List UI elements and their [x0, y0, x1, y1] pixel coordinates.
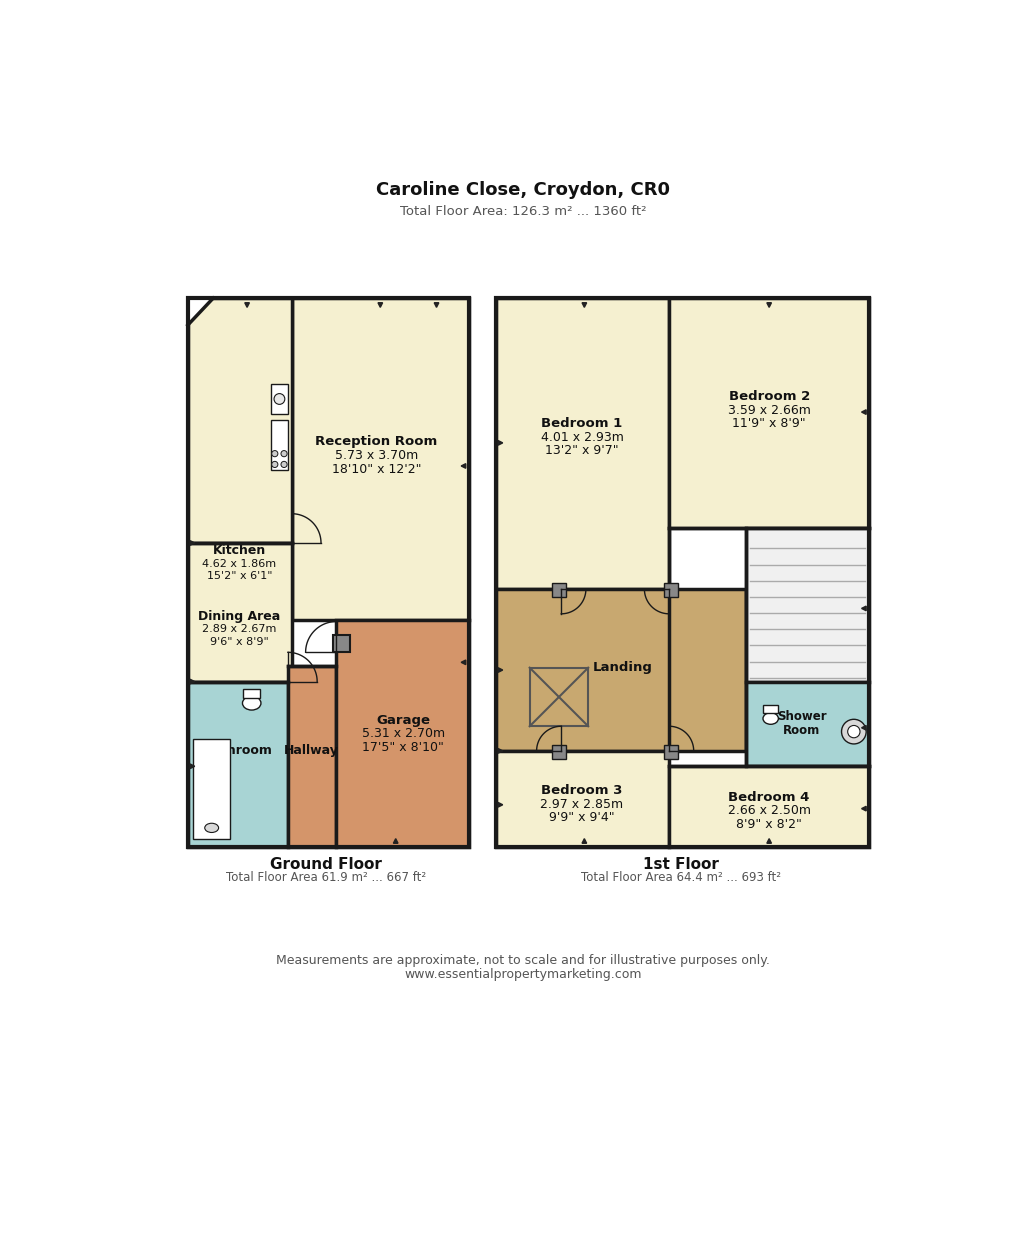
Circle shape — [280, 450, 287, 456]
Text: 2.89 x 2.67m: 2.89 x 2.67m — [202, 624, 276, 634]
Bar — [336, 620, 469, 847]
Text: Caroline Close, Croydon, CR0: Caroline Close, Croydon, CR0 — [375, 181, 669, 200]
Text: Total Floor Area: 126.3 m² ... 1360 ft²: Total Floor Area: 126.3 m² ... 1360 ft² — [399, 206, 645, 218]
Bar — [187, 298, 469, 847]
Polygon shape — [497, 803, 502, 808]
Text: Ground Floor: Ground Floor — [270, 857, 382, 872]
Text: Landing: Landing — [592, 661, 652, 674]
Text: Bathroom: Bathroom — [203, 745, 272, 757]
Bar — [529, 668, 588, 726]
Bar — [495, 589, 745, 751]
Circle shape — [271, 461, 277, 467]
Bar — [193, 740, 230, 840]
Text: www.essentialpropertymarketing.com: www.essentialpropertymarketing.com — [404, 968, 641, 980]
Text: 5.31 x 2.70m: 5.31 x 2.70m — [362, 727, 444, 741]
Text: Shower: Shower — [775, 710, 825, 724]
Text: 9'6" x 8'9": 9'6" x 8'9" — [210, 636, 268, 646]
Polygon shape — [393, 838, 397, 843]
Polygon shape — [582, 303, 586, 307]
Text: 8'9" x 8'2": 8'9" x 8'2" — [736, 817, 801, 831]
Text: Hallway: Hallway — [284, 745, 339, 757]
Bar — [663, 745, 677, 758]
Circle shape — [841, 719, 865, 743]
Text: 5.73 x 3.70m: 5.73 x 3.70m — [334, 450, 418, 462]
Bar — [745, 682, 868, 766]
Text: 15'2" x 6'1": 15'2" x 6'1" — [207, 571, 272, 581]
Polygon shape — [461, 464, 466, 469]
Text: Reception Room: Reception Room — [315, 435, 437, 448]
Ellipse shape — [762, 713, 777, 724]
Text: Bedroom 3: Bedroom 3 — [541, 784, 623, 798]
Bar — [762, 705, 777, 713]
Text: Measurements are approximate, not to scale and for illustrative purposes only.: Measurements are approximate, not to sca… — [275, 954, 769, 967]
Text: Dining Area: Dining Area — [198, 609, 280, 623]
Polygon shape — [766, 303, 770, 307]
Polygon shape — [582, 838, 586, 843]
Polygon shape — [190, 540, 195, 545]
Text: Total Floor Area 61.9 m² ... 667 ft²: Total Floor Area 61.9 m² ... 667 ft² — [226, 872, 426, 884]
Text: 18'10" x 12'2": 18'10" x 12'2" — [331, 462, 421, 476]
Polygon shape — [378, 303, 382, 307]
Bar — [495, 751, 668, 847]
Circle shape — [847, 725, 859, 737]
Polygon shape — [861, 409, 865, 414]
Polygon shape — [245, 303, 250, 307]
Bar — [668, 766, 868, 847]
Text: Bedroom 1: Bedroom 1 — [541, 417, 622, 430]
Text: 4.01 x 2.93m: 4.01 x 2.93m — [540, 432, 623, 444]
Bar — [187, 543, 291, 682]
Bar — [495, 298, 868, 847]
Bar — [663, 583, 677, 597]
Bar — [287, 666, 336, 847]
Text: 9'9" x 9'4": 9'9" x 9'4" — [548, 811, 614, 825]
Bar — [668, 298, 868, 528]
Polygon shape — [861, 607, 865, 610]
Text: 11'9" x 8'9": 11'9" x 8'9" — [732, 417, 805, 430]
Text: 2.66 x 2.50m: 2.66 x 2.50m — [727, 804, 810, 817]
Text: 4.62 x 1.86m: 4.62 x 1.86m — [202, 559, 276, 568]
Bar — [333, 635, 350, 652]
Bar — [271, 419, 287, 470]
Text: Garage: Garage — [376, 714, 430, 726]
Polygon shape — [861, 806, 865, 811]
Polygon shape — [190, 764, 195, 768]
Text: 17'5" x 8'10": 17'5" x 8'10" — [362, 741, 444, 753]
Text: 2.97 x 2.85m: 2.97 x 2.85m — [540, 798, 623, 811]
Bar — [551, 583, 566, 597]
Polygon shape — [497, 748, 502, 753]
Bar — [271, 385, 287, 413]
Text: 1st Floor: 1st Floor — [642, 857, 717, 872]
Polygon shape — [434, 303, 438, 307]
Polygon shape — [766, 838, 770, 843]
Ellipse shape — [205, 824, 218, 832]
Bar — [243, 689, 260, 698]
Bar — [551, 745, 566, 758]
Text: Total Floor Area 64.4 m² ... 693 ft²: Total Floor Area 64.4 m² ... 693 ft² — [580, 872, 780, 884]
Text: Kitchen: Kitchen — [213, 544, 266, 557]
Polygon shape — [187, 298, 213, 326]
Polygon shape — [190, 679, 195, 684]
Circle shape — [274, 393, 284, 404]
Text: Room: Room — [783, 724, 819, 737]
Polygon shape — [461, 660, 466, 665]
Circle shape — [271, 450, 277, 456]
Polygon shape — [497, 440, 502, 445]
Text: Bedroom 4: Bedroom 4 — [728, 790, 809, 804]
Bar — [187, 682, 287, 847]
Text: 13'2" x 9'7": 13'2" x 9'7" — [545, 444, 619, 457]
Bar — [745, 528, 868, 682]
Polygon shape — [861, 725, 865, 730]
Bar — [187, 298, 291, 543]
Circle shape — [280, 461, 287, 467]
Bar — [495, 298, 668, 589]
Bar — [291, 298, 469, 620]
Text: 3.59 x 2.66m: 3.59 x 2.66m — [727, 404, 810, 417]
Ellipse shape — [243, 697, 261, 710]
Text: Bedroom 2: Bedroom 2 — [728, 390, 809, 403]
Polygon shape — [497, 668, 502, 672]
